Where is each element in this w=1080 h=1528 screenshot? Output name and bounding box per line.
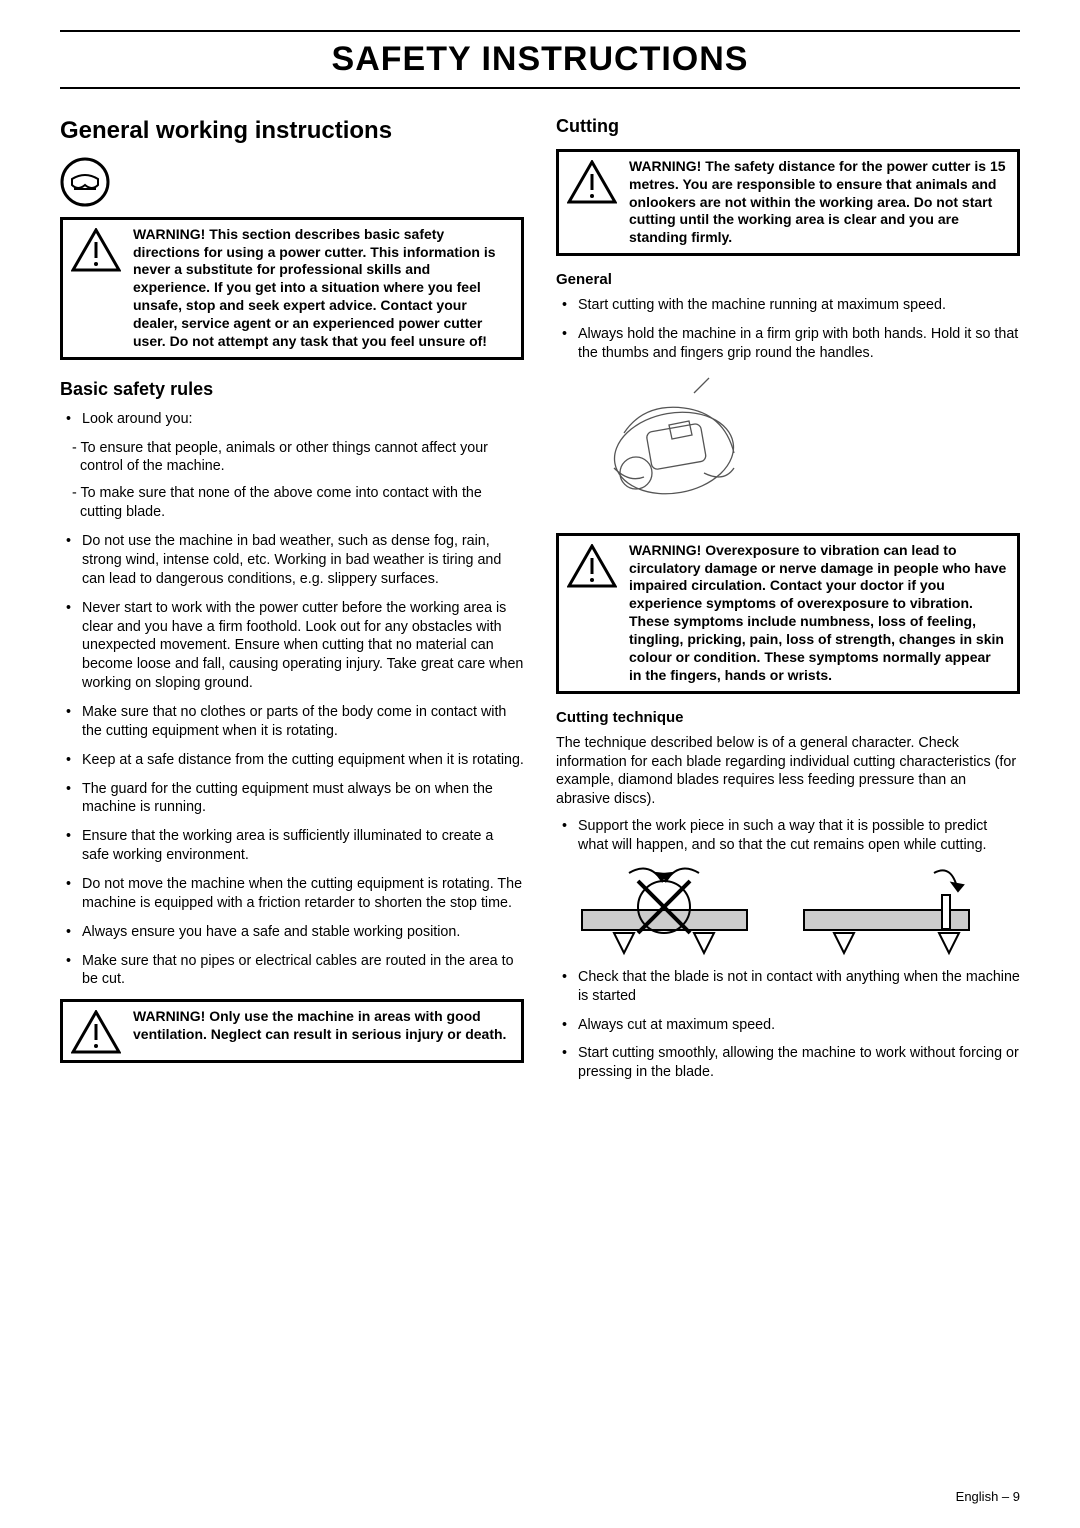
warning-box-vibration: WARNING! Overexposure to vibration can l… xyxy=(556,533,1020,694)
subheading-cutting-technique: Cutting technique xyxy=(556,708,1020,728)
subheading-general: General xyxy=(556,270,1020,290)
section-heading-general: General working instructions xyxy=(60,115,524,147)
rule-top xyxy=(60,30,1020,32)
list-item: The guard for the cutting equipment must… xyxy=(60,780,524,818)
sub-item: - To ensure that people, animals or othe… xyxy=(72,439,524,477)
warning-triangle-icon xyxy=(69,1008,123,1054)
right-column: Cutting WARNING! The safety distance for… xyxy=(556,109,1020,1092)
subheading-cutting: Cutting xyxy=(556,115,1020,139)
warning-box-distance: WARNING! The safety distance for the pow… xyxy=(556,149,1020,257)
list-item: Support the work piece in such a way tha… xyxy=(556,817,1020,855)
footer-page: 9 xyxy=(1013,1489,1020,1504)
technique-intro: The technique described below is of a ge… xyxy=(556,734,1020,809)
warning-text: WARNING! The safety distance for the pow… xyxy=(629,158,1007,248)
list-item: Do not move the machine when the cutting… xyxy=(60,875,524,913)
list-item: Ensure that the working area is sufficie… xyxy=(60,827,524,865)
rule-bottom xyxy=(60,87,1020,89)
warning-prefix: WARNING! xyxy=(629,542,705,558)
cutting-support-illustration xyxy=(574,865,1020,960)
sub-item: - To make sure that none of the above co… xyxy=(72,484,524,522)
list-item: Start cutting with the machine running a… xyxy=(556,296,1020,315)
left-column: General working instructions xyxy=(60,109,524,1092)
safety-goggles-icon xyxy=(60,157,110,207)
warning-text: WARNING! This section describes basic sa… xyxy=(133,226,511,351)
warning-triangle-icon xyxy=(69,226,123,351)
sub-list: - To ensure that people, animals or othe… xyxy=(60,439,524,522)
warning-text: WARNING! Overexposure to vibration can l… xyxy=(629,542,1007,685)
general-list: Start cutting with the machine running a… xyxy=(556,296,1020,363)
list-item: Always hold the machine in a firm grip w… xyxy=(556,325,1020,363)
list-item: Do not use the machine in bad weather, s… xyxy=(60,532,524,589)
document-page: SAFETY INSTRUCTIONS General working inst… xyxy=(0,0,1080,1528)
warning-box-basic: WARNING! This section describes basic sa… xyxy=(60,217,524,360)
list-item: Make sure that no pipes or electrical ca… xyxy=(60,952,524,990)
list-item: Make sure that no clothes or parts of th… xyxy=(60,703,524,741)
warning-prefix: WARNING! xyxy=(133,1008,209,1024)
machine-grip-illustration xyxy=(574,373,1020,523)
technique-list-1: Support the work piece in such a way tha… xyxy=(556,817,1020,855)
list-item: Never start to work with the power cutte… xyxy=(60,599,524,693)
list-text: Look around you: xyxy=(82,411,193,427)
warning-prefix: WARNING! xyxy=(629,158,705,174)
warning-body: This section describes basic safety dire… xyxy=(133,226,496,349)
warning-triangle-icon xyxy=(565,158,619,248)
warning-box-ventilation: WARNING! Only use the machine in areas w… xyxy=(60,999,524,1063)
warning-text: WARNING! Only use the machine in areas w… xyxy=(133,1008,511,1054)
basic-rules-list: Look around you: xyxy=(60,410,524,429)
warning-body: Overexposure to vibration can lead to ci… xyxy=(629,542,1006,683)
warning-triangle-icon xyxy=(565,542,619,685)
technique-list-2: Check that the blade is not in contact w… xyxy=(556,968,1020,1082)
list-item: Always ensure you have a safe and stable… xyxy=(60,923,524,942)
page-title: SAFETY INSTRUCTIONS xyxy=(60,38,1020,81)
list-item: Start cutting smoothly, allowing the mac… xyxy=(556,1044,1020,1082)
list-item: Look around you: xyxy=(60,410,524,429)
footer-lang: English xyxy=(956,1489,999,1504)
warning-prefix: WARNING! xyxy=(133,226,209,242)
footer-sep: – xyxy=(998,1489,1012,1504)
list-item: Check that the blade is not in contact w… xyxy=(556,968,1020,1006)
list-item: Keep at a safe distance from the cutting… xyxy=(60,751,524,770)
page-footer: English – 9 xyxy=(956,1489,1020,1504)
content-columns: General working instructions xyxy=(60,109,1020,1092)
list-item: Always cut at maximum speed. xyxy=(556,1016,1020,1035)
basic-rules-list-cont: Do not use the machine in bad weather, s… xyxy=(60,532,524,989)
subheading-basic-rules: Basic safety rules xyxy=(60,378,524,402)
